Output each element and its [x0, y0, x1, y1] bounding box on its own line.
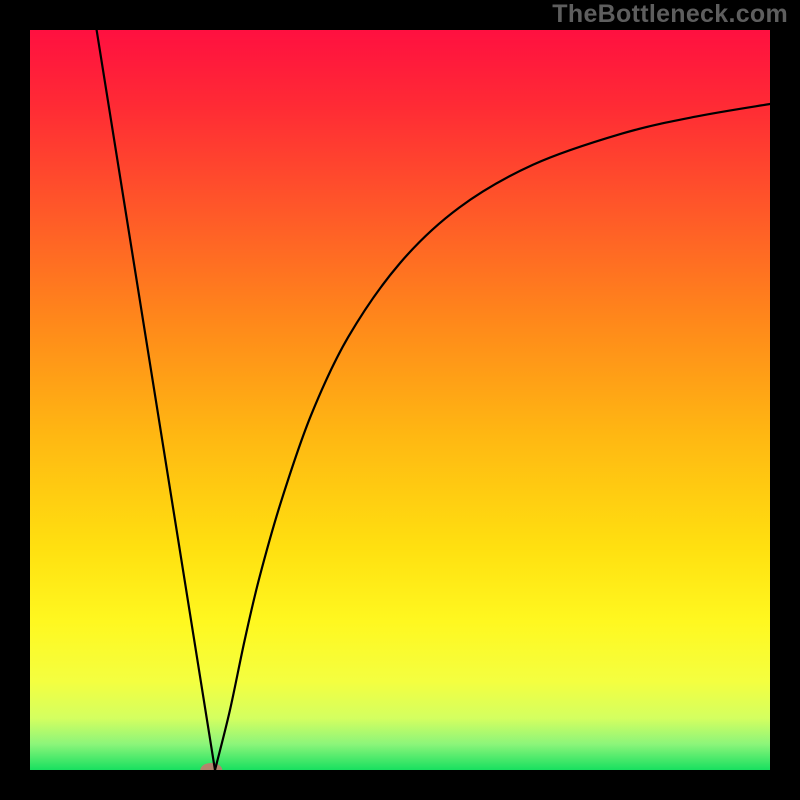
- plot-svg: [30, 30, 770, 770]
- chart-root: TheBottleneck.com: [0, 0, 800, 800]
- plot-area: [30, 30, 770, 770]
- watermark-text: TheBottleneck.com: [552, 0, 788, 29]
- gradient-background: [30, 30, 770, 770]
